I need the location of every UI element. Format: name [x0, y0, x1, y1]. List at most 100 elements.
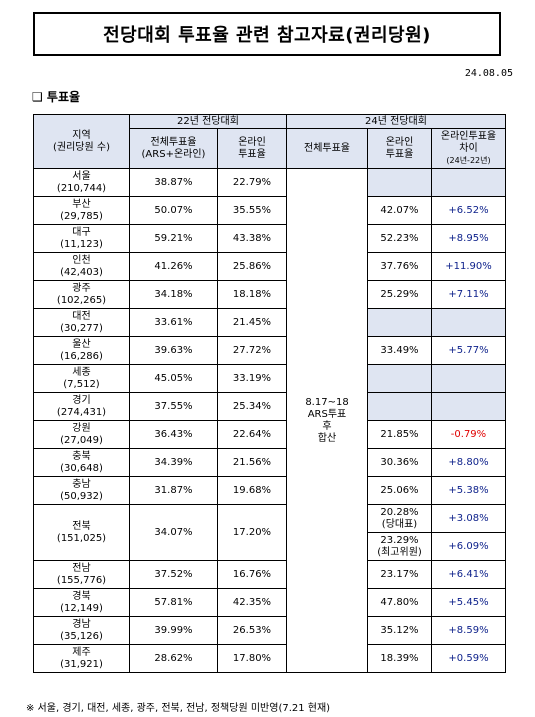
region-cell: 인천 (42,403) — [33, 252, 130, 281]
table-row: 제주 (31,921) 28.62% 17.80% 18.39% +0.59% — [33, 644, 506, 673]
diff-cell: +5.45% — [431, 588, 506, 617]
cell-text: 34.07% — [154, 526, 193, 538]
merged-note-line: 후 — [322, 420, 332, 432]
table-row: 부산 (29,785) 50.07% 35.55% 42.07% +6.52% — [33, 196, 506, 225]
cell-text: 50.07% — [154, 204, 193, 216]
section-heading: ❑ 투표율 — [32, 90, 81, 104]
header-total22-sub: (ARS+온라인) — [141, 148, 206, 160]
region-name: 경북 — [72, 590, 91, 602]
table-row: 울산 (16,286) 39.63% 27.72% 33.49% +5.77% — [33, 336, 506, 365]
cell-text: 52.23% — [380, 232, 419, 244]
region-cell: 대구 (11,123) — [33, 224, 130, 253]
region-members: (30,648) — [60, 462, 103, 474]
online22-cell: 25.34% — [217, 392, 287, 421]
merged-note-line: 8.17~18 — [305, 396, 349, 408]
cell-text: 59.21% — [154, 232, 193, 244]
cell-text: 34.39% — [154, 456, 193, 468]
header-24: 24년 전당대회 — [286, 114, 506, 129]
online24-cell: 35.12% — [367, 616, 432, 645]
cell-text: 38.87% — [154, 176, 193, 188]
region-name: 서울 — [72, 170, 91, 182]
cell-text: 20.28% — [380, 506, 419, 518]
region-members: (42,403) — [60, 266, 103, 278]
online22-cell: 27.72% — [217, 336, 287, 365]
cell-text: +5.45% — [448, 596, 489, 608]
total22-cell: 41.26% — [129, 252, 218, 281]
table-row: 세종 (7,512) 45.05% 33.19% — [33, 364, 506, 393]
cell-text: 30.36% — [380, 456, 419, 468]
total22-cell: 39.63% — [129, 336, 218, 365]
cell-text: 33.61% — [154, 316, 193, 328]
cell-text: +3.08% — [448, 512, 489, 524]
online24-cell: 25.06% — [367, 476, 432, 505]
cell-text: +0.59% — [448, 652, 489, 664]
cell-text: 33.19% — [232, 372, 272, 384]
online24-cell: 21.85% — [367, 420, 432, 449]
online22-cell: 42.35% — [217, 588, 287, 617]
region-name: 세종 — [72, 366, 91, 378]
region-name: 대구 — [72, 226, 91, 238]
region-cell: 울산 (16,286) — [33, 336, 130, 365]
region-members: (274,431) — [56, 406, 107, 418]
header-diff-a: 온라인투표율 — [440, 130, 497, 142]
header-region: 지역 (권리당원 수) — [33, 114, 130, 169]
total22-cell: 36.43% — [129, 420, 218, 449]
cell-text: 41.26% — [154, 260, 193, 272]
document-title: 전당대회 투표율 관련 참고자료(권리당원) — [33, 12, 501, 56]
region-members: (155,776) — [56, 574, 107, 586]
diff-cell — [431, 364, 506, 393]
cell-text: 26.53% — [232, 624, 272, 636]
region-name: 울산 — [72, 338, 91, 350]
diff-cell: +5.77% — [431, 336, 506, 365]
online24-cell-chair: 20.28% (당대표) — [367, 504, 432, 533]
region-name: 제주 — [72, 646, 91, 658]
cell-text: +6.41% — [448, 568, 489, 580]
cell-text: 45.05% — [154, 372, 193, 384]
table-row: 충남 (50,932) 31.87% 19.68% 25.06% +5.38% — [33, 476, 506, 505]
cell-text: 31.87% — [154, 484, 193, 496]
cell-text: +8.80% — [448, 456, 489, 468]
region-cell: 서울 (210,744) — [33, 168, 130, 197]
region-members: (151,025) — [56, 532, 107, 544]
region-name: 전남 — [72, 562, 91, 574]
region-name: 인천 — [72, 254, 91, 266]
cell-text: +6.09% — [448, 540, 489, 552]
header-total22-label: 전체투표율 — [150, 136, 197, 148]
header-online22-a: 온라인 — [238, 136, 266, 148]
cell-text: 25.86% — [232, 260, 272, 272]
cell-text: 34.18% — [154, 288, 193, 300]
table-row-jeonbuk: 전북 (151,025) 34.07% 17.20% 20.28% (당대표) +3.08% — [33, 504, 506, 561]
diff-cell: +0.59% — [431, 644, 506, 673]
cell-text: 21.85% — [380, 428, 419, 440]
table-row-jeonbuk-2: 23.29% (최고위원) +6.09% — [34, 532, 506, 561]
region-members: (27,049) — [60, 434, 103, 446]
table-row: 광주 (102,265) 34.18% 18.18% 25.29% +7.11% — [33, 280, 506, 309]
total22-cell: 34.39% — [129, 448, 218, 477]
region-cell: 제주 (31,921) — [33, 644, 130, 673]
online22-cell: 16.76% — [217, 560, 287, 589]
cell-sublabel: (최고위원) — [377, 546, 422, 558]
table-row: 경북 (12,149) 57.81% 42.35% 47.80% +5.45% — [33, 588, 506, 617]
header-region-sub: (권리당원 수) — [53, 141, 110, 153]
total22-cell: 50.07% — [129, 196, 218, 225]
cell-text: +7.11% — [448, 288, 489, 300]
cell-text: 21.56% — [232, 456, 272, 468]
cell-text: 42.07% — [380, 204, 419, 216]
diff-cell: +6.52% — [431, 196, 506, 225]
cell-text: 33.49% — [380, 344, 419, 356]
cell-sublabel: (당대표) — [381, 518, 418, 530]
online24-cell: 42.07% — [367, 196, 432, 225]
region-name: 전북 — [72, 520, 91, 532]
online22-cell: 33.19% — [217, 364, 287, 393]
diff-cell: +8.80% — [431, 448, 506, 477]
online24-cell: 30.36% — [367, 448, 432, 477]
region-name: 경기 — [72, 394, 91, 406]
header-22: 22년 전당대회 — [129, 114, 287, 129]
table-row: 대구 (11,123) 59.21% 43.38% 52.23% +8.95% — [33, 224, 506, 253]
region-name: 충남 — [72, 478, 91, 490]
cell-text: +8.95% — [448, 232, 489, 244]
total22-cell: 57.81% — [129, 588, 218, 617]
diff-cell: +3.08% — [431, 504, 506, 533]
region-members: (16,286) — [60, 350, 103, 362]
online22-cell: 22.79% — [217, 168, 287, 197]
